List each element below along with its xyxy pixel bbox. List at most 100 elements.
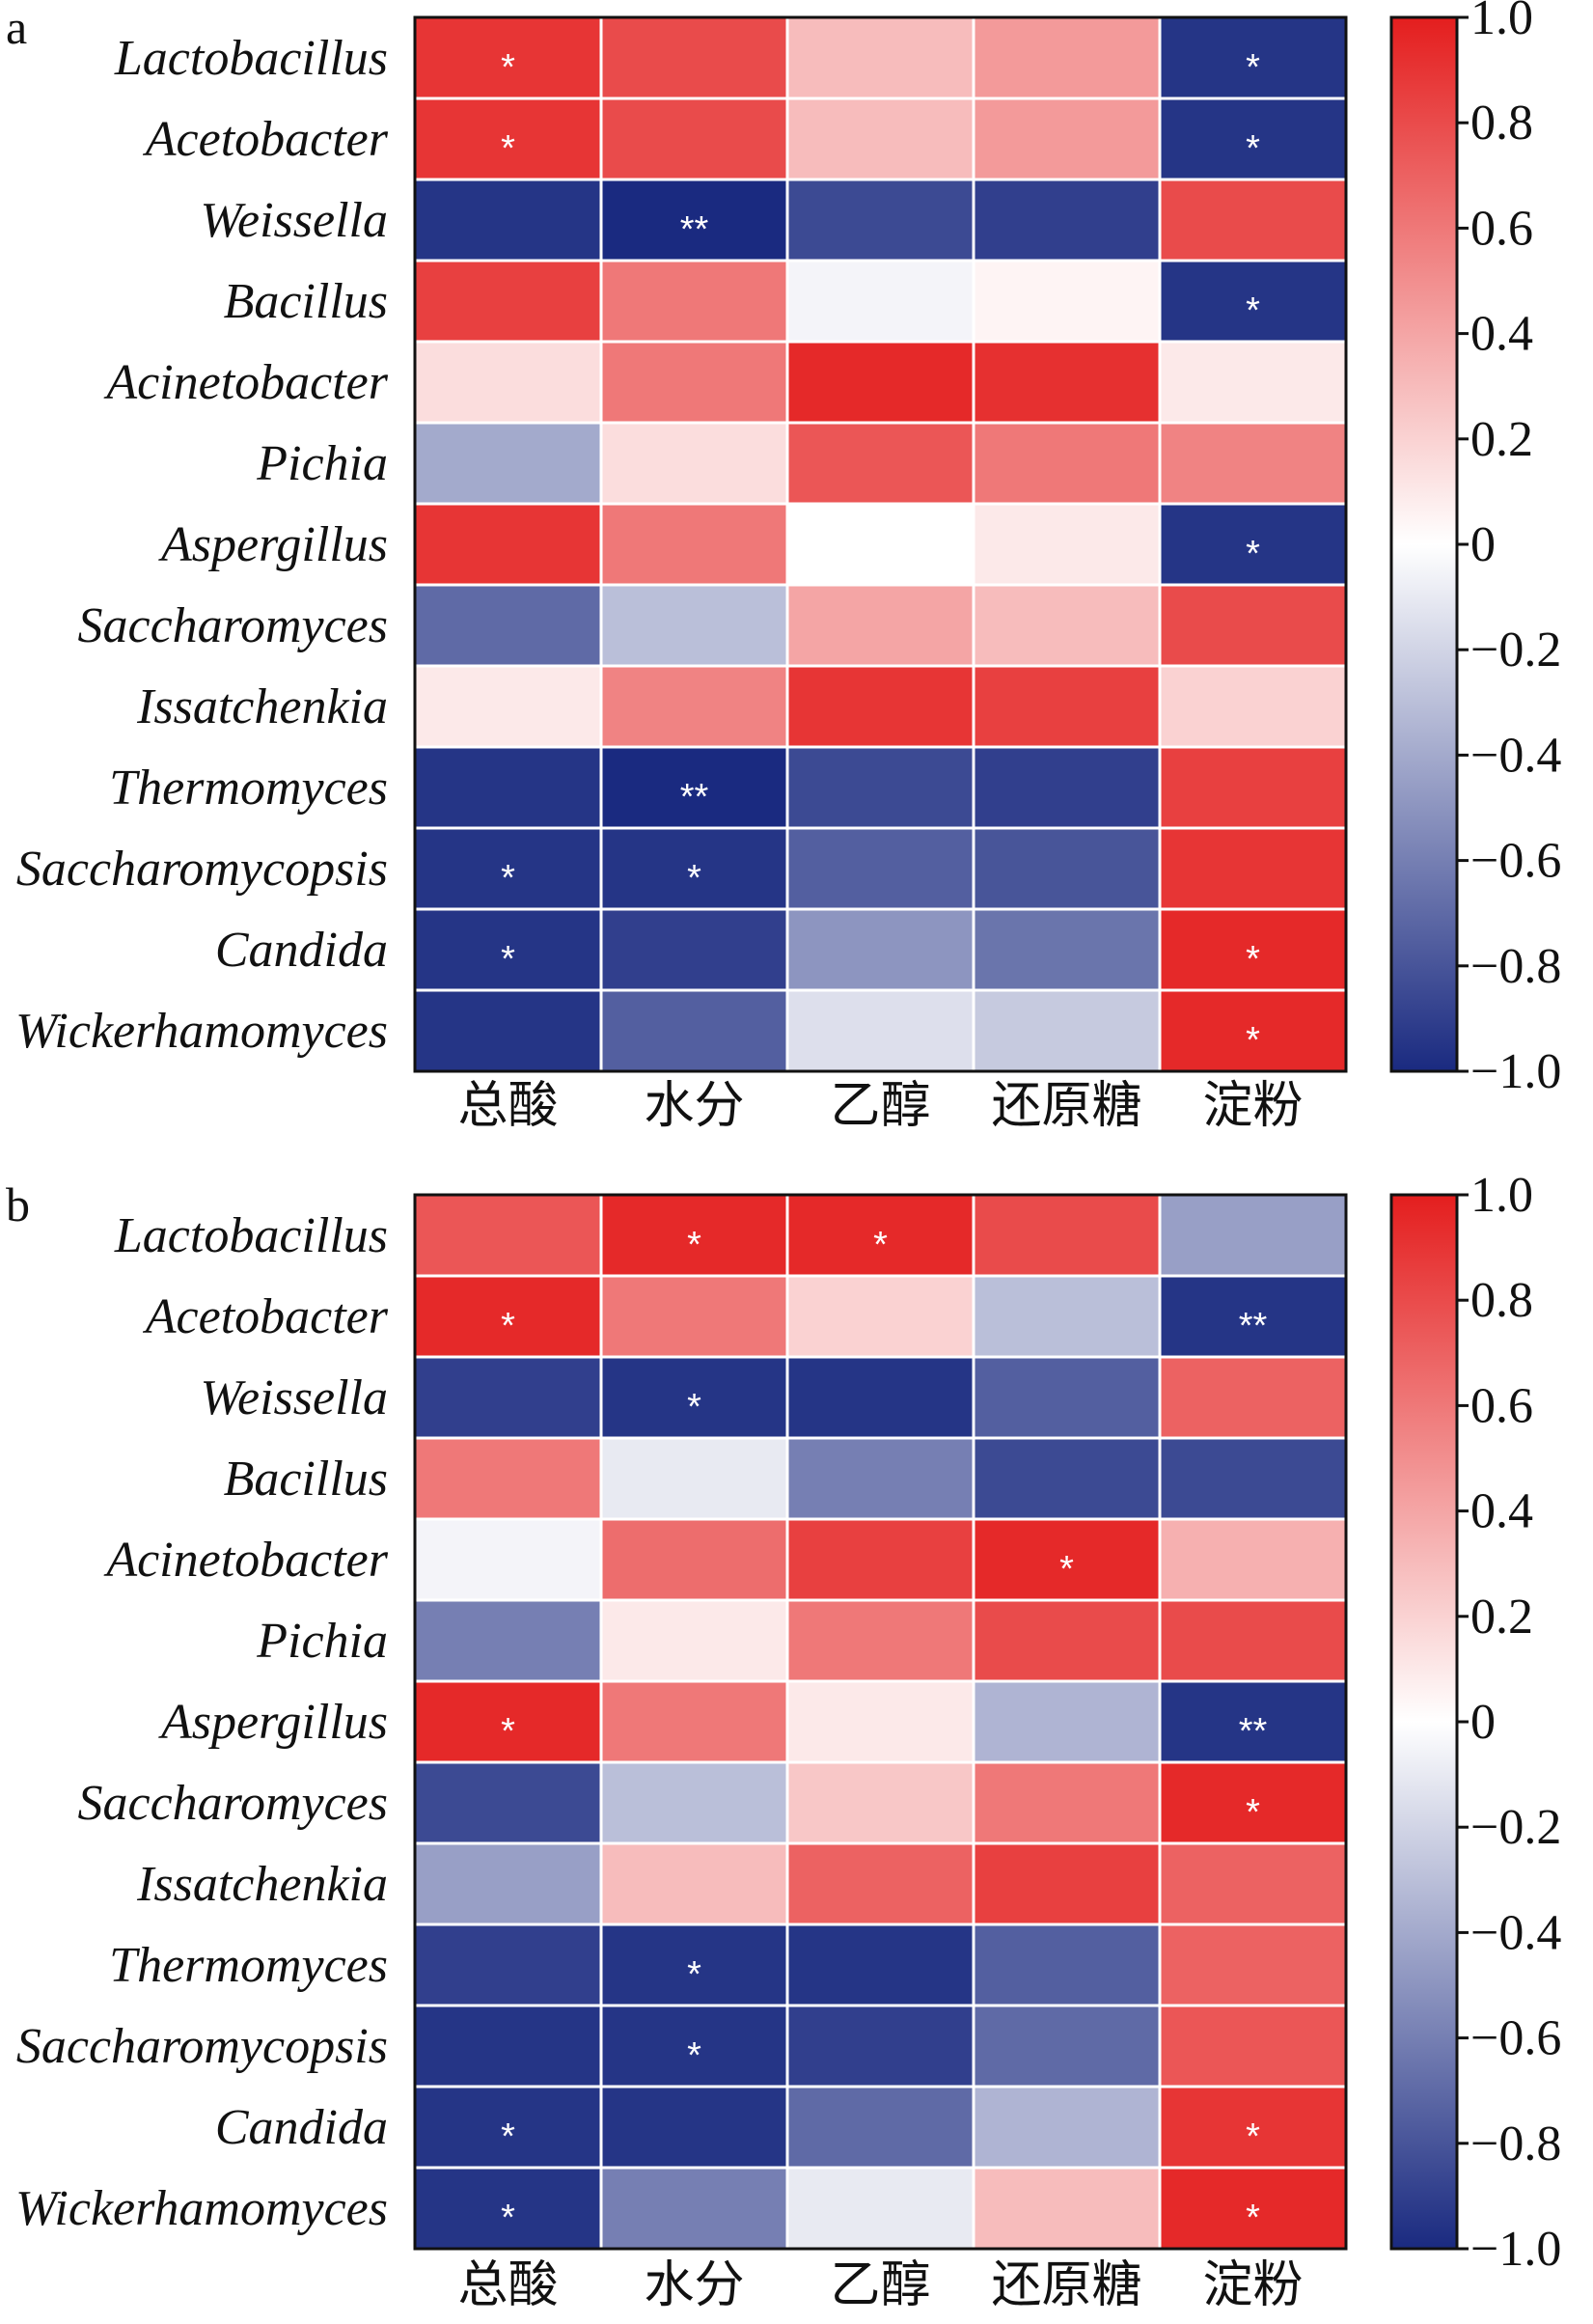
significance-mark: * [687,2035,701,2076]
heatmap-cell [972,583,1162,668]
heatmap-cell [972,97,1162,181]
colorbar-tick-label: 0.6 [1470,201,1533,256]
heatmap-cell [413,583,603,668]
heatmap-cell [785,1923,975,2007]
colorbar-tick-label: 0 [1470,517,1496,572]
heatmap-cell [1158,340,1348,425]
heatmap-cell [1158,583,1348,668]
colorbar-tick-label: −0.4 [1470,728,1561,783]
heatmap-cell [1158,2085,1348,2170]
heatmap-cell [972,2166,1162,2251]
row-label: Aspergillus [158,1695,388,1750]
heatmap-cell [785,826,975,911]
row-label: Pichia [256,436,388,491]
heatmap-cell [785,664,975,749]
heatmap-cell [413,664,603,749]
heatmap-cell [972,1193,1162,1278]
row-label: Bacillus [224,274,388,329]
heatmap-cell [599,583,789,668]
heatmap-cell [972,1841,1162,1926]
heatmap-cell [1158,421,1348,506]
heatmap-cell [413,2004,603,2089]
row-label: Acetobacter [143,1289,389,1344]
row-label: Saccharomycopsis [16,842,388,897]
colorbar-tick-label: −0.2 [1470,1800,1561,1855]
heatmap-cell [972,421,1162,506]
heatmap-cell [413,340,603,425]
heatmap-cell [972,15,1162,100]
heatmap-cell [785,988,975,1073]
heatmap-cell [599,745,789,830]
heatmap-cell [972,1355,1162,1440]
heatmap-cell [599,1760,789,1845]
colorbar-tick-label: 0.6 [1470,1378,1533,1433]
significance-mark: * [501,128,515,169]
significance-mark: * [1246,47,1260,88]
heatmap-cell [972,1436,1162,1521]
row-label: Saccharomycopsis [16,2019,388,2074]
heatmap-cell [972,1679,1162,1764]
heatmap-cell [785,259,975,344]
heatmap-cell [413,1760,603,1845]
significance-mark: * [1246,2198,1260,2238]
heatmap-cell [599,1517,789,1602]
row-label: Pichia [256,1614,388,1669]
heatmap-cell [599,259,789,344]
significance-mark: ** [680,777,709,817]
row-label: Acinetobacter [103,1533,388,1588]
heatmap-cell [785,1841,975,1926]
significance-mark: * [501,2116,515,2157]
heatmap-cell [1158,664,1348,749]
heatmap-cell [785,502,975,587]
heatmap-cell [599,2166,789,2251]
heatmap-cell [972,988,1162,1073]
row-label: Saccharomyces [78,1776,389,1831]
column-label: 水分 [644,1077,744,1135]
significance-mark: ** [680,209,709,250]
significance-mark: * [501,1711,515,1752]
colorbar-tick-label: 1.0 [1470,1168,1533,1223]
column-label: 乙醇 [830,1077,930,1135]
heatmap-cell [972,1517,1162,1602]
heatmap-cell [972,2004,1162,2089]
column-label: 总酸 [457,1077,558,1135]
heatmap-cell [413,745,603,830]
heatmap-cell [785,583,975,668]
colorbar-tick-label: 0.4 [1470,1484,1533,1539]
significance-mark: * [873,1225,888,1265]
heatmap-cell [972,1274,1162,1359]
heatmap-cell [1158,1436,1348,1521]
heatmap-cell [785,340,975,425]
heatmap-cell [972,340,1162,425]
column-label: 还原糖 [991,1077,1141,1135]
heatmap-cell [1158,826,1348,911]
heatmap-cell [1158,1841,1348,1926]
heatmap-cell [972,2085,1162,2170]
significance-mark: * [501,858,515,899]
significance-mark: * [1246,939,1260,980]
row-label: Wickerhamomyces [15,2181,388,2236]
significance-mark: * [501,939,515,980]
row-label: Candida [215,2100,388,2155]
heatmap-cell [599,1274,789,1359]
heatmap-cell [599,2085,789,2170]
heatmap-cell [1158,259,1348,344]
row-label: Aspergillus [158,517,388,572]
heatmap-cell [972,664,1162,749]
heatmap-cell [785,2085,975,2170]
row-label: Candida [215,923,388,978]
heatmap-cell [972,1598,1162,1683]
heatmap-cell [1158,1193,1348,1278]
panel-label: b [6,1177,30,1231]
heatmap-cell [599,340,789,425]
heatmap-cell [785,745,975,830]
colorbar-tick-label: 0 [1470,1695,1496,1750]
heatmap-cell [599,2004,789,2089]
significance-mark: * [1246,128,1260,169]
heatmap-cell [599,1436,789,1521]
column-label: 水分 [644,2256,744,2314]
row-label: Lactobacillus [114,31,388,86]
colorbar-tick-label: −0.2 [1470,622,1561,678]
colorbar-tick-label: −1.0 [1470,1044,1561,1099]
significance-mark: * [687,858,701,899]
